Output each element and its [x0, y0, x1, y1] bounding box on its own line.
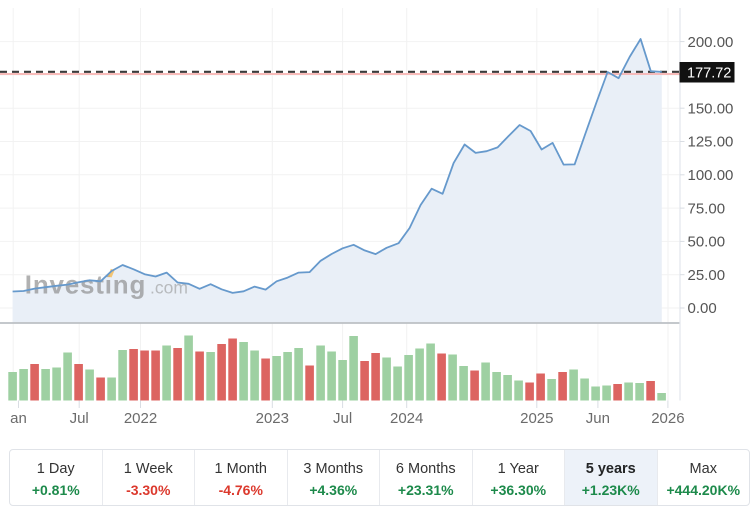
svg-text:177.72: 177.72 — [687, 66, 731, 82]
svg-text:2026: 2026 — [651, 410, 684, 427]
svg-text:.com: .com — [150, 278, 188, 298]
svg-text:Jun: Jun — [586, 410, 610, 427]
svg-text:125.00: 125.00 — [688, 134, 734, 151]
svg-text:2023: 2023 — [256, 410, 289, 427]
svg-text:Jul: Jul — [333, 410, 352, 427]
svg-text:200.00: 200.00 — [688, 34, 734, 51]
svg-text:Jul: Jul — [70, 410, 89, 427]
svg-text:Investing: Investing — [25, 270, 146, 300]
svg-text:50.00: 50.00 — [688, 234, 726, 251]
svg-text:an: an — [10, 410, 27, 427]
svg-text:2025: 2025 — [520, 410, 553, 427]
svg-text:2024: 2024 — [390, 410, 423, 427]
svg-text:2022: 2022 — [124, 410, 157, 427]
svg-text:0.00: 0.00 — [688, 300, 717, 317]
svg-text:75.00: 75.00 — [688, 200, 726, 217]
svg-text:100.00: 100.00 — [688, 167, 734, 184]
svg-text:150.00: 150.00 — [688, 100, 734, 117]
svg-text:25.00: 25.00 — [688, 267, 726, 284]
